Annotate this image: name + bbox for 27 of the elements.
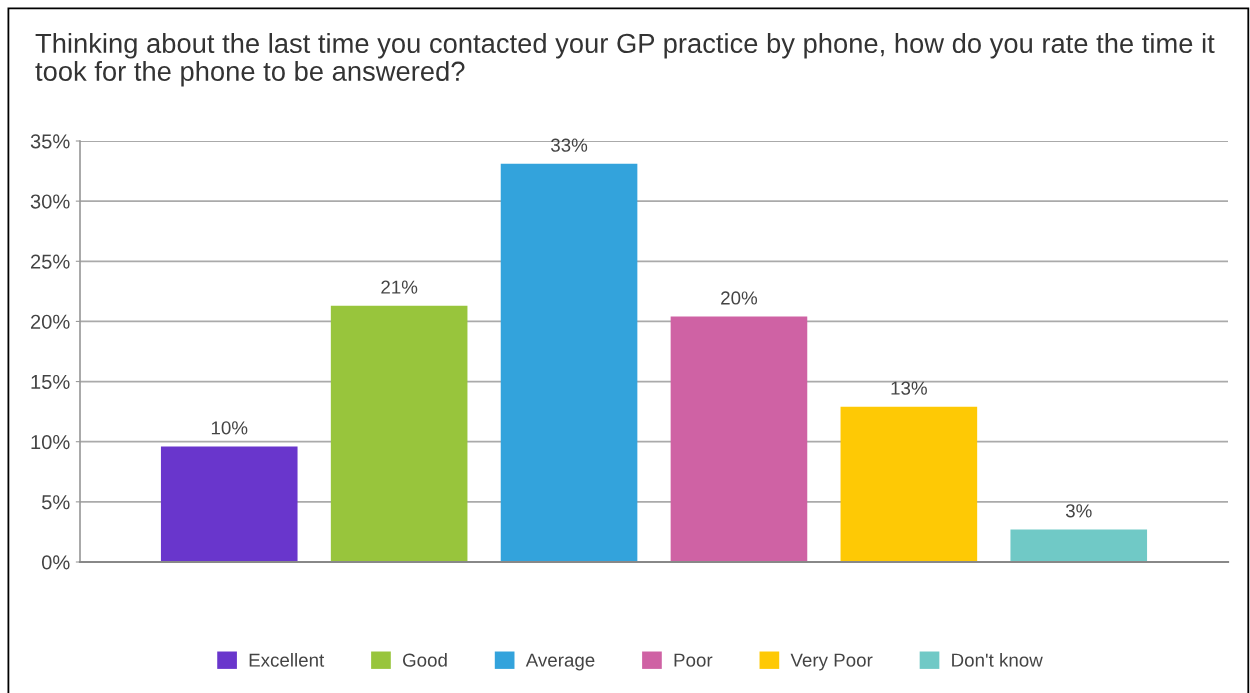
- data-label: 33%: [551, 138, 588, 152]
- data-label: 21%: [381, 280, 418, 294]
- legend-label: Very Poor: [790, 653, 873, 671]
- y-tick-label: 0%: [41, 555, 70, 570]
- data-label: 13%: [891, 381, 927, 395]
- bar: [330, 305, 468, 562]
- bar: [840, 406, 978, 562]
- legend-label: Average: [525, 653, 595, 671]
- data-label: 20%: [721, 291, 758, 305]
- bar: [160, 446, 298, 562]
- legend-label: Don't know: [952, 653, 1043, 667]
- legend-label: Good: [403, 653, 447, 667]
- y-tick-label: 25%: [30, 254, 70, 269]
- bar: [500, 163, 638, 562]
- chart-title: Thinking about the last time you contacted your GP practice by phone, how do you rate the time it took for the phone to be answered?: [35, 33, 1215, 87]
- y-tick-label: 20%: [30, 314, 70, 329]
- y-tick-label: 30%: [30, 194, 70, 209]
- legend-label: Excellent: [249, 653, 325, 667]
- legend-label: Poor: [674, 653, 713, 667]
- y-tick-label: 15%: [31, 374, 70, 390]
- y-tick-label: 10%: [31, 434, 70, 450]
- bar: [1010, 529, 1148, 562]
- bar: [670, 316, 808, 562]
- y-tick-label: 5%: [41, 495, 70, 510]
- y-tick-label: 35%: [30, 134, 70, 149]
- data-label: 3%: [1065, 504, 1092, 518]
- data-label: 10%: [211, 421, 248, 435]
